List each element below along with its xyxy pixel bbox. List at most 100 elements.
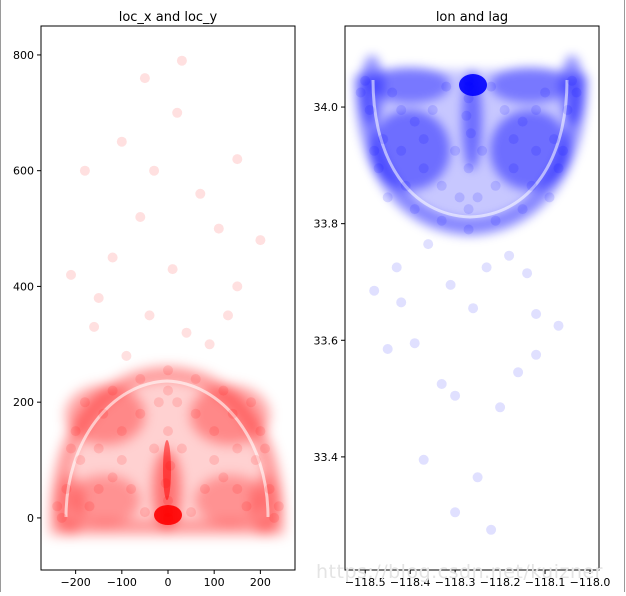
- scatter-point: [544, 192, 555, 203]
- scatter-point: [472, 192, 483, 203]
- scatter-point: [107, 472, 118, 483]
- scatter-point: [213, 223, 224, 234]
- scatter-point: [463, 75, 474, 86]
- scatter-point: [567, 75, 577, 86]
- scatter-point: [107, 385, 118, 396]
- scatter-point: [223, 310, 233, 321]
- scatter-point: [75, 455, 86, 465]
- chart-title-right: lon and lag: [436, 10, 508, 25]
- window-edge-right: [624, 0, 625, 592]
- scatter-point: [369, 145, 380, 156]
- scatter-point: [163, 365, 173, 376]
- scatter-point: [418, 163, 429, 174]
- scatter-point: [61, 484, 72, 494]
- scatter-point: [423, 239, 434, 250]
- scatter-point: [540, 87, 551, 98]
- scatter-point: [508, 134, 519, 145]
- scatter-point: [218, 472, 229, 483]
- scatter-point: [116, 455, 127, 465]
- scatter-point: [499, 105, 510, 115]
- x-tick-label: −118.1: [525, 576, 566, 589]
- scatter-point: [396, 105, 407, 115]
- y-tick-label: 0: [27, 512, 34, 525]
- scatter-point: [255, 235, 266, 246]
- density-cloud-left: [50, 55, 284, 535]
- scatter-point: [79, 397, 90, 408]
- scatter-point: [364, 105, 375, 115]
- scatter-point: [495, 402, 506, 413]
- subplot-loc: loc_x and loc_y −200 −100 0 100 200 0 200 400 60…: [13, 10, 296, 589]
- scatter-point: [264, 484, 275, 494]
- x-tick-label: −100: [107, 576, 137, 589]
- scatter-point: [468, 303, 479, 314]
- scatter-point: [571, 87, 582, 98]
- scatter-point: [436, 379, 447, 389]
- scatter-point: [549, 134, 559, 145]
- scatter-point: [441, 81, 452, 92]
- scatter-point: [190, 374, 201, 384]
- scatter-point: [553, 163, 564, 174]
- scatter-point: [255, 426, 266, 437]
- scatter-point: [445, 279, 456, 290]
- scatter-point: [562, 105, 573, 115]
- scatter-point: [436, 215, 447, 226]
- scatter-point: [454, 192, 465, 203]
- scatter-point: [463, 81, 474, 92]
- scatter-point: [246, 397, 257, 408]
- scatter-point: [107, 252, 118, 263]
- scatter-point: [163, 426, 173, 437]
- scatter-point: [98, 408, 109, 419]
- scatter-point: [160, 478, 171, 489]
- axis-ticks-right: −118.5 −118.4 −118.3 −118.2 −118.1 −118.0 33.4…: [314, 101, 611, 589]
- scatter-point: [463, 93, 474, 104]
- scatter-point: [149, 443, 160, 454]
- scatter-point: [218, 385, 229, 396]
- scatter-point: [517, 116, 528, 127]
- scatter-point: [463, 204, 474, 215]
- scatter-point: [227, 408, 238, 419]
- scatter-point: [450, 390, 461, 401]
- scatter-point: [56, 512, 67, 523]
- scatter-point: [378, 134, 389, 145]
- scatter-point: [93, 293, 104, 303]
- scatter-point: [149, 165, 160, 176]
- scatter-point: [486, 81, 497, 92]
- scatter-point: [418, 454, 429, 465]
- scatter-point: [116, 426, 127, 437]
- y-tick-label: 33.8: [314, 218, 339, 231]
- scatter-point: [400, 180, 411, 191]
- y-tick-label: 600: [13, 165, 34, 178]
- scatter-point: [382, 344, 393, 354]
- x-tick-label: 0: [165, 576, 172, 589]
- scatter-point: [163, 507, 173, 518]
- scatter-point: [135, 374, 146, 384]
- scatter-point: [531, 349, 542, 360]
- scatter-point: [165, 460, 176, 471]
- scatter-point: [163, 495, 173, 506]
- scatter-point: [153, 397, 164, 408]
- scatter-point: [409, 338, 420, 349]
- scatter-point: [486, 524, 497, 535]
- scatter-point: [436, 180, 447, 191]
- scatter-point: [396, 297, 407, 308]
- scatter-point: [531, 105, 542, 115]
- scatter-point: [465, 128, 476, 139]
- scatter-point: [139, 507, 150, 518]
- scatter-point: [508, 163, 519, 174]
- y-tick-label: 800: [13, 49, 34, 62]
- scatter-point: [396, 145, 407, 156]
- scatter-point: [250, 455, 261, 465]
- axis-ticks-left: −200 −100 0 100 200 0 200 400 600 800: [13, 49, 271, 589]
- scatter-point: [144, 310, 155, 321]
- scatter-point: [116, 136, 127, 147]
- scatter-point: [167, 264, 178, 275]
- scatter-point: [89, 321, 100, 332]
- x-tick-label: −118.0: [570, 576, 611, 589]
- scatter-point: [472, 472, 483, 483]
- x-tick-label: 200: [250, 576, 271, 589]
- scatter-point: [135, 408, 146, 419]
- density-cloud-right: [354, 55, 588, 535]
- scatter-points-right: [355, 75, 582, 535]
- y-tick-label: 34.0: [314, 101, 339, 114]
